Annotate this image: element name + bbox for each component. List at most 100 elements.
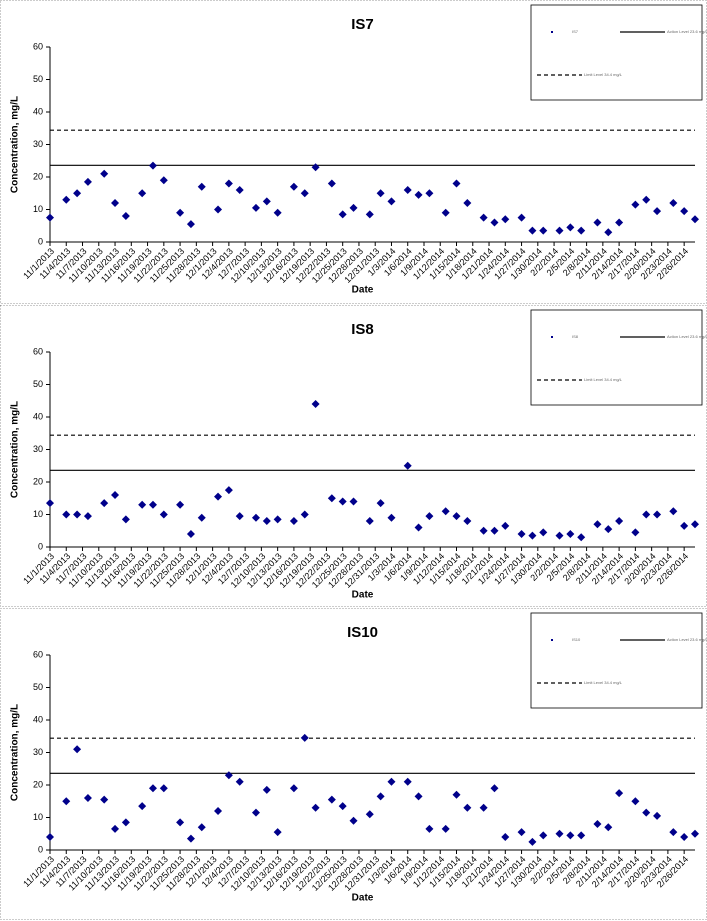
- data-point: [159, 176, 168, 185]
- data-point: [604, 228, 613, 237]
- y-axis-title: Concentration, mg/L: [10, 704, 21, 801]
- data-point: [224, 486, 233, 495]
- data-point: [539, 226, 548, 235]
- data-point: [262, 517, 271, 525]
- data-point: [566, 831, 575, 840]
- data-point: [138, 500, 147, 509]
- y-tick-label: 40: [33, 106, 43, 116]
- data-point: [186, 834, 195, 843]
- x-axis-title: Date: [352, 590, 374, 601]
- chart-title: IS7: [351, 16, 374, 33]
- data-point: [62, 195, 71, 204]
- data-point: [441, 824, 450, 833]
- data-point: [311, 163, 320, 172]
- legend-box: [530, 309, 703, 406]
- legend: IS8 Action Level 23.6 mg/L Limit Level 34.…: [530, 309, 707, 406]
- data-point: [604, 525, 613, 534]
- data-point: [197, 823, 206, 832]
- data-point: [577, 533, 586, 542]
- data-point: [691, 520, 699, 529]
- data-point: [176, 818, 185, 827]
- data-point: [387, 197, 396, 206]
- data-point: [463, 517, 472, 525]
- data-point: [566, 530, 575, 538]
- legend: IS7 Action Level 23.6 mg/L Limit Level 34.…: [530, 4, 707, 101]
- data-point: [138, 802, 147, 811]
- data-point: [479, 526, 488, 535]
- data-point: [273, 515, 282, 524]
- legend-marker: [551, 336, 553, 338]
- y-tick-label: 30: [33, 444, 43, 454]
- data-point: [555, 226, 564, 235]
- data-point: [517, 530, 526, 538]
- data-point: [251, 808, 260, 817]
- data-point: [403, 461, 412, 470]
- x-axis-title: Date: [352, 893, 374, 904]
- data-point: [73, 189, 82, 198]
- data-point: [311, 803, 320, 812]
- y-tick-label: 10: [33, 812, 43, 822]
- data-point: [121, 818, 130, 827]
- data-point: [262, 197, 271, 206]
- data-point: [111, 824, 120, 833]
- data-point: [62, 510, 71, 519]
- data-point: [490, 526, 499, 535]
- data-point: [289, 182, 298, 191]
- legend-label: IS7: [572, 29, 579, 34]
- data-point: [642, 195, 651, 204]
- data-point: [653, 811, 662, 820]
- data-point: [501, 833, 510, 841]
- data-point: [148, 500, 157, 509]
- data-point: [197, 182, 206, 191]
- data-point: [669, 828, 678, 837]
- legend: IS10 Action Level 23.6 mg/L Limit Level 34…: [530, 612, 707, 709]
- data-point: [349, 497, 358, 506]
- data-point: [680, 833, 689, 841]
- data-point: [414, 190, 423, 199]
- data-point: [452, 790, 461, 799]
- data-point: [452, 179, 461, 188]
- legend-label: Limit Level 34.4 mg/L: [584, 680, 623, 685]
- data-point: [251, 513, 260, 522]
- data-point: [490, 218, 499, 227]
- data-point: [235, 512, 244, 521]
- data-point: [425, 189, 434, 198]
- data-point: [604, 823, 613, 832]
- y-axis-title: Concentration, mg/L: [10, 96, 21, 193]
- y-tick-label: 60: [33, 649, 43, 659]
- data-point: [73, 745, 82, 754]
- data-point: [403, 777, 412, 786]
- data-point: [425, 824, 434, 833]
- data-point: [289, 784, 298, 793]
- y-tick-label: 30: [33, 139, 43, 149]
- data-point: [159, 784, 168, 793]
- data-point: [46, 213, 54, 222]
- y-tick-label: 10: [33, 204, 43, 214]
- y-tick-label: 0: [38, 541, 43, 551]
- data-point: [680, 207, 689, 216]
- legend-marker: [551, 31, 553, 33]
- data-point: [176, 208, 185, 217]
- y-tick-label: 0: [38, 236, 43, 246]
- data-point: [327, 179, 336, 188]
- data-point: [631, 528, 640, 537]
- data-point: [642, 808, 651, 817]
- data-point: [517, 213, 526, 222]
- data-point: [365, 517, 374, 525]
- legend-label: Action Level 23.6 mg/L: [667, 637, 707, 642]
- y-tick-label: 40: [33, 411, 43, 421]
- data-point: [414, 523, 423, 532]
- chart-panel: IS8010203040506011/1/201311/4/201311/7/2…: [0, 305, 707, 607]
- legend-label: Action Level 23.6 mg/L: [667, 334, 707, 339]
- data-point: [517, 828, 526, 837]
- data-point: [62, 797, 71, 806]
- legend-box: [530, 612, 703, 709]
- y-tick-label: 40: [33, 714, 43, 724]
- data-point: [691, 215, 699, 224]
- chart-title: IS8: [351, 321, 374, 338]
- data-point: [452, 512, 461, 521]
- data-point: [642, 510, 651, 519]
- data-point: [300, 510, 309, 519]
- legend-label: Action Level 23.6 mg/L: [667, 29, 707, 34]
- data-point: [528, 226, 537, 235]
